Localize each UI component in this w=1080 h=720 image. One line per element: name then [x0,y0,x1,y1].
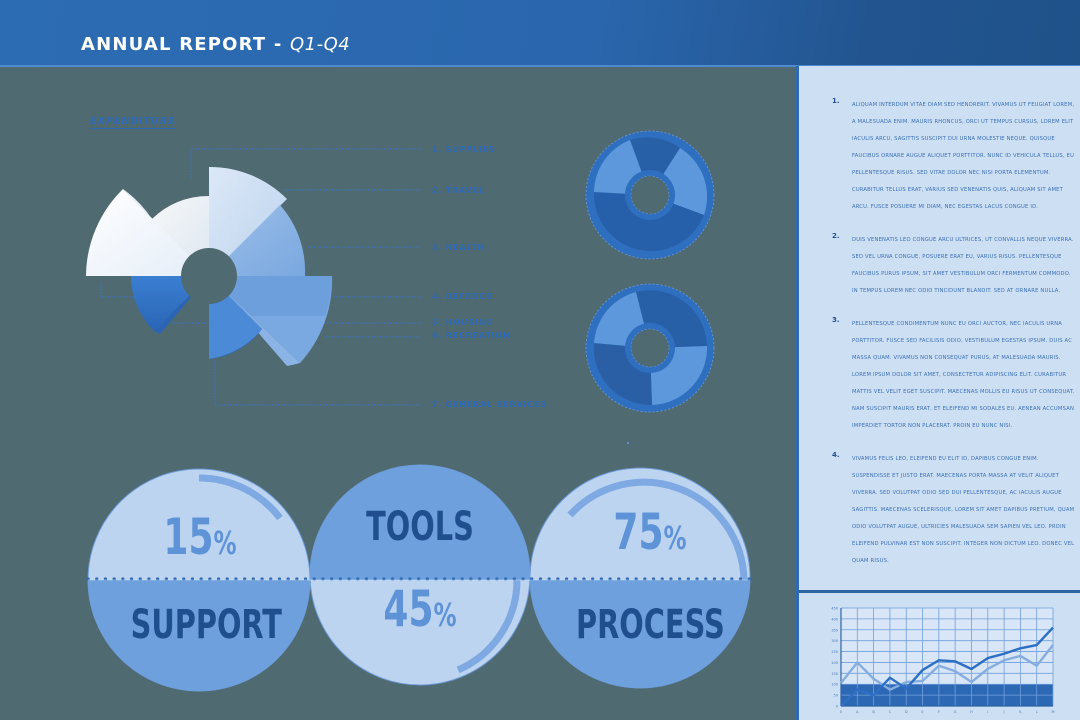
note-number: 1. [832,97,840,105]
legend-item-housing: 5. HOUSING [432,318,494,327]
svg-text:200: 200 [831,661,838,665]
main-graphics [86,130,752,692]
svg-text:F: F [938,710,940,714]
legend-item-defence: 4. DEFENCE [432,292,493,301]
stat-process-value: 75% [613,503,687,561]
svg-text:350: 350 [831,628,838,632]
note-number: 2. [832,232,840,240]
note-text: ALIQUAM INTERDUM VITAE DIAM SED HENDRERI… [852,102,1075,210]
line-series-1 [840,626,1054,707]
note-text: VIVAMUS FELIS LEO, ELEIFEND EU ELIT ID, … [852,456,1075,564]
line-series-2 [840,644,1054,691]
stat-support-value: 15% [163,508,237,566]
svg-text:K: K [1019,710,1022,714]
svg-text:E: E [921,710,923,714]
svg-text:0: 0 [840,710,842,714]
legend-item-general-services: 7. GENERAL SERVICES [432,400,547,409]
svg-text:250: 250 [831,650,838,654]
svg-text:M: M [1051,710,1054,714]
svg-text:0: 0 [836,705,838,709]
legend-item-recreation: 6. RECREATION [432,331,511,340]
expenditure-title: EXPENDITURE [90,116,176,129]
svg-text:C: C [889,710,892,714]
notes-panel: 1. ALIQUAM INTERDUM VITAE DIAM SED HENDR… [796,66,1080,720]
title-period: Q1-Q4 [289,34,351,55]
svg-text:100: 100 [831,683,838,687]
svg-text:L: L [1036,710,1038,714]
legend-item-travel: 2. TRAVEL [432,186,485,195]
panel-divider [799,590,1080,593]
page-title: ANNUAL REPORT - Q1-Q4 [81,34,350,55]
svg-text:B: B [872,710,875,714]
svg-text:450: 450 [831,607,838,611]
note-number: 3. [832,316,840,324]
stat-tools-value: 45% [383,580,457,638]
chart-center-hole [181,248,237,304]
svg-text:I: I [987,710,988,714]
stat-circles [86,464,752,692]
legend-item-supplies: 1. SUPPLIES [432,145,496,154]
svg-text:300: 300 [831,639,838,643]
svg-text:150: 150 [831,672,838,676]
title-text: ANNUAL REPORT - [81,34,283,55]
svg-text:50: 50 [834,694,838,698]
stat-process-label: PROCESS [576,602,725,648]
sector-supplies [86,189,209,276]
svg-text:D: D [905,710,908,714]
donut-chart-2 [585,283,715,413]
note-text: PELLENTESQUE CONDIMENTUM NUNC EU ORCI AU… [852,321,1075,429]
note-text: DUIS VENENATIS LEO CONGUE ARCU ULTRICES,… [852,237,1074,294]
svg-text:H: H [970,710,973,714]
svg-text:G: G [954,710,957,714]
donut-chart-1 [585,130,715,260]
line-chart: 0 50 100 150 200 250 300 350 400 450 0 A B C D E F G H I J K L… [831,607,1054,715]
expenditure-chart [86,148,422,406]
sector-travel [209,166,287,276]
legend-item-health: 3. HEALTH [432,243,485,252]
svg-text:400: 400 [831,617,838,621]
svg-text:J: J [1003,710,1005,714]
sector-health [209,205,306,276]
svg-text:A: A [856,710,859,714]
stat-tools-label: TOOLS [366,504,474,550]
note-number: 4. [832,451,840,459]
stat-support-label: SUPPORT [130,602,282,648]
header-bar: ANNUAL REPORT - Q1-Q4 [0,0,1080,67]
